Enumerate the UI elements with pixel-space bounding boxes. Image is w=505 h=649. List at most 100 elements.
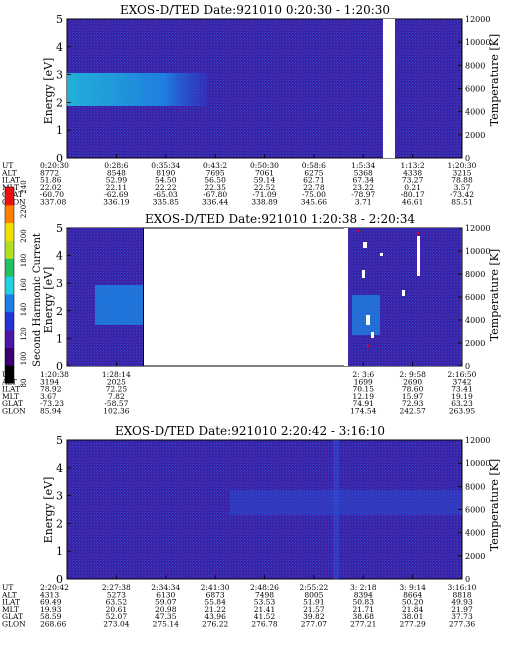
x-cell: 6130 xyxy=(156,590,175,599)
colorbar-tick-label: 120 xyxy=(20,327,28,340)
x-cell: 74.91 xyxy=(353,399,374,408)
x-cell: 275.14 xyxy=(153,620,179,629)
panel-2: EXOS-D/TED Date:921010 1:20:38 - 2:20:34… xyxy=(1,212,501,416)
colorbar-tick-label: 220 xyxy=(20,205,28,218)
panel-1-gap xyxy=(383,19,395,158)
x-cell: 7.82 xyxy=(108,392,125,401)
colorbar-tick-label: 80 xyxy=(20,379,28,388)
x-cell: 268.66 xyxy=(40,620,66,629)
panel-2-y-ticks: 0 1 2 3 4 5 xyxy=(56,222,71,373)
y2-tick-label: 8000 xyxy=(465,482,485,491)
x-row-label: ALT xyxy=(1,590,17,599)
panel-2-title: EXOS-D/TED Date:921010 1:20:38 - 2:20:34 xyxy=(145,212,415,226)
x-cell: 0:50:30 xyxy=(250,161,279,170)
y2-tick-label: 2000 xyxy=(465,339,485,348)
x-cell: 263.95 xyxy=(449,407,475,416)
x-cell: -58.57 xyxy=(104,399,128,408)
x-cell: 277.21 xyxy=(350,620,376,629)
x-cell: 21.22 xyxy=(204,605,226,614)
x-cell: 3.67 xyxy=(40,392,57,401)
colorbar-tick-label: 240 xyxy=(20,180,28,193)
y2-tick-label: 4000 xyxy=(465,529,485,538)
x-cell: 277.36 xyxy=(449,620,475,629)
y2-tick-label: 12000 xyxy=(465,436,490,445)
x-cell: 0:58:6 xyxy=(302,161,326,170)
panel-1-x-table: UT 0:20:30 0:28:6 0:35:34 0:43:2 0:50:30 0:58:… xyxy=(1,154,477,207)
x-cell: 52.07 xyxy=(106,612,128,621)
x-cell: 19.19 xyxy=(451,392,473,401)
colorbar-band xyxy=(5,222,14,241)
x-cell: 8005 xyxy=(304,590,323,599)
panel-3-y2label: Temperature [K] xyxy=(488,459,501,551)
x-cell: 1:20:38 xyxy=(40,370,69,379)
panel-2-band-left xyxy=(95,285,143,325)
x-cell: 52.99 xyxy=(106,176,128,185)
x-cell: 59.07 xyxy=(155,598,177,607)
y2-tick-label: 0 xyxy=(465,575,470,584)
y-tick-label: 4 xyxy=(56,462,63,475)
x-cell: 47.35 xyxy=(155,612,177,621)
x-cell: -80.17 xyxy=(401,190,425,199)
x-cell: 3194 xyxy=(40,377,59,386)
panel-2-y2-ticks: 0 2000 4000 6000 8000 10000 12000 xyxy=(458,224,490,371)
x-cell: 276.22 xyxy=(202,620,228,629)
colorbar-tick-label: 100 xyxy=(20,352,28,365)
x-cell: -62.69 xyxy=(104,190,128,199)
x-cell: 8548 xyxy=(107,168,126,177)
x-cell: 21.41 xyxy=(254,605,275,614)
x-cell: 22.35 xyxy=(204,183,226,192)
x-cell: 1:13:2 xyxy=(401,161,425,170)
x-row-label: UT xyxy=(2,161,13,170)
x-row-label: ILAT xyxy=(2,598,20,607)
y2-tick-label: 2000 xyxy=(465,552,485,561)
x-cell: 2: 9:58 xyxy=(399,370,426,379)
x-cell: -71.09 xyxy=(252,190,276,199)
x-cell: 2: 3:6 xyxy=(352,370,374,379)
x-cell: 20.98 xyxy=(155,605,177,614)
x-cell: 2025 xyxy=(107,377,126,386)
y-tick-label: 3 xyxy=(56,69,63,82)
x-cell: 8394 xyxy=(354,590,373,599)
colorbar-band xyxy=(5,311,14,331)
x-cell: 8190 xyxy=(156,168,175,177)
x-cell: 242.57 xyxy=(400,407,426,416)
panel-3-y2-ticks: 0 2000 4000 6000 8000 10000 12000 xyxy=(458,436,490,584)
y-tick-label: 5 xyxy=(56,222,63,235)
panel-2-y2label: Temperature [K] xyxy=(488,249,501,341)
x-cell: 50.20 xyxy=(402,598,424,607)
panel-1-y-ticks: 0 1 2 3 4 5 xyxy=(56,13,71,165)
x-cell: 55.84 xyxy=(204,598,226,607)
x-cell: 2690 xyxy=(403,377,422,386)
x-cell: 22.78 xyxy=(303,183,325,192)
x-cell: 22.02 xyxy=(40,183,62,192)
x-cell: 51.91 xyxy=(303,598,324,607)
x-cell: 78.92 xyxy=(40,385,62,394)
y-tick-label: 0 xyxy=(56,152,63,165)
x-cell: 85.51 xyxy=(451,198,472,207)
panel-3-title: EXOS-D/TED Date:921010 2:20:42 - 3:16:10 xyxy=(115,424,385,438)
colorbar-band xyxy=(5,293,14,313)
x-cell: 72.25 xyxy=(106,385,128,394)
x-cell: 0:28:6 xyxy=(104,161,128,170)
x-cell: 56.50 xyxy=(204,176,226,185)
x-cell: 78.60 xyxy=(402,385,424,394)
y2-tick-label: 10000 xyxy=(465,459,490,468)
x-cell: 345.66 xyxy=(301,198,327,207)
y-tick-label: 1 xyxy=(56,332,63,345)
colorbar-frame xyxy=(4,186,15,384)
x-cell: 22.52 xyxy=(254,183,276,192)
x-cell: 58.59 xyxy=(40,612,62,621)
y-tick-label: 5 xyxy=(56,434,63,447)
x-cell: 2:55:22 xyxy=(299,583,328,592)
x-cell: 54.50 xyxy=(155,176,177,185)
x-cell: 3215 xyxy=(452,168,471,177)
x-cell: 7061 xyxy=(255,168,274,177)
x-cell: 43.96 xyxy=(204,612,226,621)
x-cell: 38.68 xyxy=(353,612,375,621)
x-cell: 5273 xyxy=(107,590,126,599)
x-cell: 174.54 xyxy=(350,407,376,416)
x-cell: 277.29 xyxy=(400,620,426,629)
x-row-label: ILAT xyxy=(2,385,20,394)
panel-2-x-table: UT1:20:381:28:142: 3:62: 9:582:16:50ALT3… xyxy=(1,362,477,416)
x-cell: 38.01 xyxy=(402,612,423,621)
